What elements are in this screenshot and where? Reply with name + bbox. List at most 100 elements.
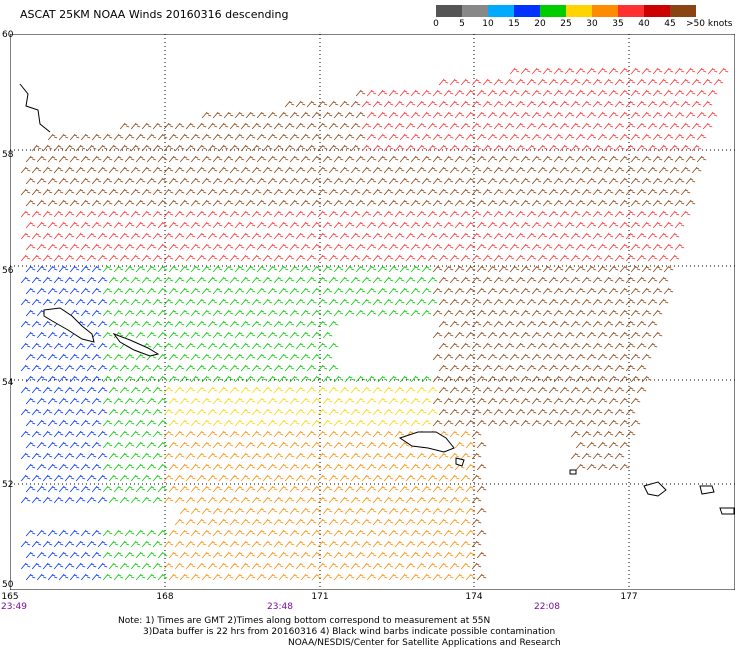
wind-barb <box>273 408 284 416</box>
wind-barb <box>410 265 421 273</box>
island <box>643 481 667 497</box>
wind-barb <box>295 408 306 416</box>
wind-barb <box>179 309 190 317</box>
wind-barb <box>201 133 212 141</box>
wind-barb <box>69 265 80 273</box>
wind-barb <box>234 485 245 493</box>
wind-barb <box>20 166 31 174</box>
wind-barb <box>284 232 295 240</box>
wind-barb <box>361 496 372 504</box>
wind-barb <box>306 408 317 416</box>
wind-barb <box>652 287 663 295</box>
wind-barb <box>234 375 245 383</box>
wind-barb <box>251 430 262 438</box>
wind-barb <box>372 276 383 284</box>
wind-barb <box>355 155 366 163</box>
wind-barb <box>86 166 97 174</box>
wind-barb <box>394 540 405 548</box>
wind-barb <box>256 221 267 229</box>
wind-barb <box>597 177 608 185</box>
wind-barb <box>542 287 553 295</box>
wind-barb <box>471 562 482 570</box>
wind-barb <box>69 353 80 361</box>
wind-barb <box>146 199 157 207</box>
wind-barb <box>603 144 614 152</box>
wind-barb <box>515 232 526 240</box>
wind-barb <box>438 210 449 218</box>
wind-barb <box>405 188 416 196</box>
wind-barb <box>592 452 603 460</box>
wind-barb <box>377 111 388 119</box>
wind-barb <box>234 441 245 449</box>
wind-barb <box>630 111 641 119</box>
wind-barb <box>20 452 31 460</box>
wind-barb <box>36 551 47 559</box>
wind-barb <box>317 254 328 262</box>
wind-barb <box>658 232 669 240</box>
wind-barb <box>515 364 526 372</box>
wind-barb <box>141 320 152 328</box>
wind-barb <box>108 188 119 196</box>
wind-barb <box>245 199 256 207</box>
wind-barb <box>240 540 251 548</box>
wind-barb <box>102 265 113 273</box>
wind-barb <box>586 287 597 295</box>
wind-barb <box>91 419 102 427</box>
wind-barb <box>652 67 663 75</box>
wind-barb <box>317 122 328 130</box>
wind-barb <box>625 188 636 196</box>
wind-barb <box>680 210 691 218</box>
wind-barb <box>465 353 476 361</box>
wind-barb <box>366 199 377 207</box>
wind-barb <box>564 89 575 97</box>
wind-barb <box>460 474 471 482</box>
wind-barb <box>520 331 531 339</box>
wind-barb <box>300 133 311 141</box>
wind-barb <box>141 210 152 218</box>
wind-barb <box>542 419 553 427</box>
wind-barb <box>278 419 289 427</box>
wind-barb <box>553 397 564 405</box>
wind-barb <box>460 232 471 240</box>
wind-barb <box>630 375 641 383</box>
wind-barb <box>240 430 251 438</box>
wind-barb <box>168 551 179 559</box>
wind-barb <box>179 507 190 515</box>
wind-barb <box>179 529 190 537</box>
wind-barb <box>603 232 614 240</box>
wind-barb <box>443 507 454 515</box>
wind-barb <box>421 507 432 515</box>
wind-barb <box>31 474 42 482</box>
wind-barb <box>355 463 366 471</box>
island <box>112 332 160 357</box>
wind-barb <box>520 419 531 427</box>
wind-barb <box>75 364 86 372</box>
wind-barb <box>141 496 152 504</box>
wind-barb <box>559 166 570 174</box>
wind-barb <box>575 133 586 141</box>
wind-barb <box>586 199 597 207</box>
wind-barb <box>449 452 460 460</box>
wind-barb <box>306 254 317 262</box>
note-line-2: 3)Data buffer is 22 hrs from 20160316 4)… <box>143 627 556 637</box>
wind-barb <box>86 452 97 460</box>
wind-barb <box>570 122 581 130</box>
wind-barb <box>108 474 119 482</box>
wind-barb <box>218 320 229 328</box>
wind-barb <box>443 309 454 317</box>
wind-barb <box>284 430 295 438</box>
legend-color-bar <box>436 5 696 17</box>
wind-barb <box>515 320 526 328</box>
wind-barb <box>476 507 487 515</box>
wind-barb <box>361 518 372 526</box>
wind-barb <box>207 386 218 394</box>
wind-barb <box>86 430 97 438</box>
wind-barb <box>350 562 361 570</box>
wind-barb <box>350 210 361 218</box>
wind-barb <box>207 474 218 482</box>
wind-barb <box>47 353 58 361</box>
wind-barb <box>597 243 608 251</box>
wind-barb <box>438 320 449 328</box>
island <box>719 507 735 515</box>
wind-barb <box>234 265 245 273</box>
